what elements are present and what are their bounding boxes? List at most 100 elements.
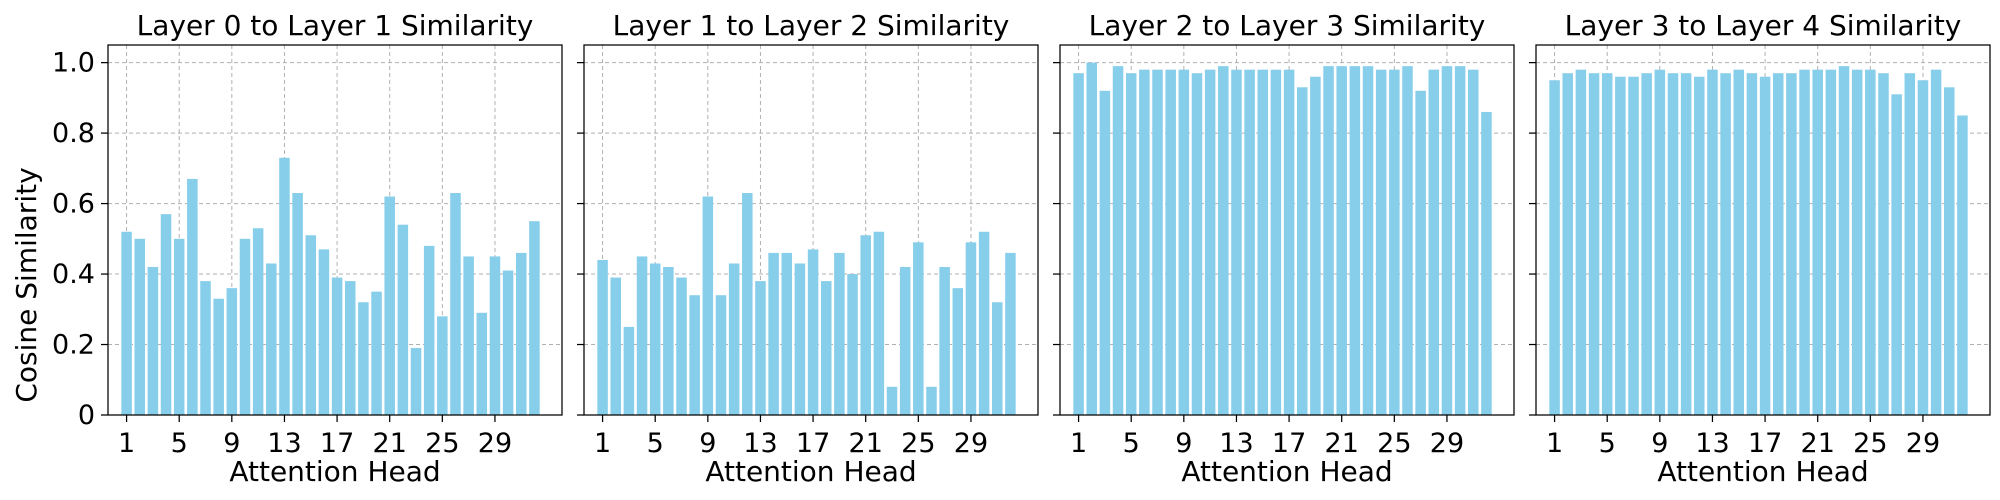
bar-head-22 [873,231,885,415]
bar-head-32 [1957,115,1968,415]
bar-head-16 [1270,69,1282,416]
bar-head-21 [860,235,871,415]
bar-head-22 [1825,69,1837,416]
bar-head-5 [1125,73,1137,415]
bar-head-1 [1073,73,1084,415]
bar-head-3 [1099,90,1111,416]
bar-head-27 [939,267,950,415]
bar-head-8 [213,298,224,415]
x-tick-label: 1 [594,428,611,459]
chart-title: Layer 3 to Layer 4 Similarity [1565,9,1962,42]
bar-head-2 [610,277,621,415]
bar-head-10 [1191,73,1203,415]
bar-head-21 [384,196,395,415]
x-tick-label: 1 [1070,428,1087,459]
bar-head-14 [768,252,779,415]
bar-head-28 [1428,69,1440,416]
x-tick-label: 17 [1748,428,1782,459]
bar-head-20 [1323,66,1334,416]
bar-head-19 [1786,73,1797,415]
chart-title: Layer 1 to Layer 2 Similarity [613,9,1010,42]
bar-head-27 [1891,94,1902,415]
bar-head-24 [1375,69,1387,416]
bar-head-8 [1165,69,1176,416]
bar-head-23 [1362,66,1374,416]
bar-head-12 [1218,66,1229,416]
bar-head-4 [1588,73,1600,415]
plot-frame [583,44,1039,416]
bar-head-7 [1152,69,1163,416]
x-tick-label: 21 [1801,428,1835,459]
x-tick-label: 9 [223,428,240,459]
bar-head-2 [134,238,145,415]
bar-head-25 [1865,69,1876,416]
bar-head-2 [1562,73,1573,415]
bar-head-4 [636,256,648,415]
bar-head-24 [423,245,435,415]
x-tick-label: 13 [1219,428,1253,459]
bar-head-6 [1615,76,1626,415]
x-tick-label: 21 [1325,428,1359,459]
x-tick-label: 17 [320,428,354,459]
bar-head-29 [1441,66,1453,416]
bar-head-13 [279,157,290,415]
bar-head-4 [160,214,172,415]
x-axis-label: Attention Head [705,455,916,488]
bar-head-15 [1733,69,1745,416]
y-tick-label: 0 [78,400,95,431]
bar-head-14 [1720,73,1731,415]
bar-head-7 [676,277,687,415]
bar-head-16 [1746,73,1758,415]
y-tick-label: 0.2 [52,330,95,361]
x-tick-label: 25 [1853,428,1887,459]
bar-head-6 [1139,69,1150,416]
bar-head-23 [886,386,898,415]
plot-frame [107,44,563,416]
x-tick-label: 5 [647,428,664,459]
bar-head-17 [1283,69,1295,416]
bar-head-29 [1917,80,1929,415]
plot-frame [1535,44,1991,416]
bar-head-10 [715,295,727,415]
bar-head-29 [489,256,501,415]
x-tick-label: 25 [425,428,459,459]
bar-head-18 [1296,87,1308,416]
bar-head-27 [1415,90,1426,416]
bar-head-9 [226,288,238,415]
bar-head-22 [397,224,409,415]
bar-head-16 [318,249,330,415]
x-tick-label: 5 [1123,428,1140,459]
bar-head-26 [1878,73,1889,415]
bar-head-18 [1772,73,1784,415]
x-tick-label: 21 [373,428,407,459]
bar-head-29 [965,242,977,415]
bar-head-6 [187,178,198,415]
bar-head-32 [1481,111,1492,415]
bar-head-15 [781,252,793,415]
plot-frame [1059,44,1515,416]
bar-head-30 [978,231,990,415]
chart-panels: 0 0.2 0.4 0.6 0.8 1.0 1 5 9 13 17 21 25 29 Layer 0 to … [52,9,1991,488]
bar-head-21 [1336,66,1347,416]
bar-head-24 [899,267,911,415]
x-tick-label: 1 [118,428,135,459]
bar-head-32 [529,221,540,415]
x-tick-label: 9 [1175,428,1192,459]
bar-head-17 [807,249,819,415]
bar-head-20 [847,274,858,415]
y-tick-label: 0.4 [52,259,95,290]
bar-head-11 [252,228,264,415]
x-axis-label: Attention Head [1657,455,1868,488]
bar-head-11 [1680,73,1692,415]
bar-head-9 [1178,69,1190,416]
x-tick-label: 17 [1272,428,1306,459]
x-axis-label: Attention Head [229,455,440,488]
bar-head-1 [121,231,132,415]
bar-head-16 [794,263,806,415]
bar-head-28 [952,288,964,415]
x-tick-label: 13 [267,428,301,459]
bar-head-18 [344,281,356,415]
bar-head-10 [239,238,251,415]
bar-head-20 [1799,69,1810,416]
